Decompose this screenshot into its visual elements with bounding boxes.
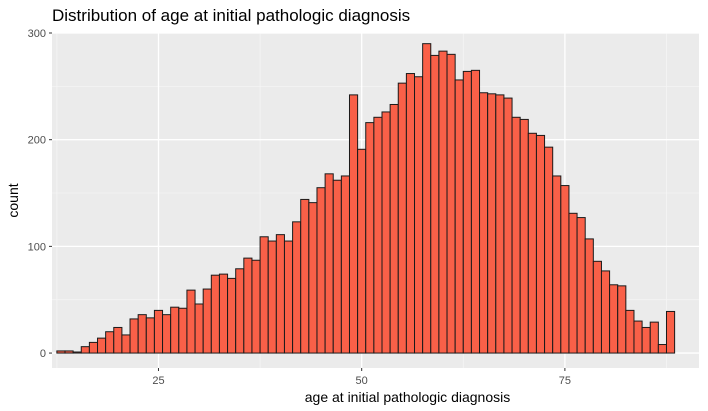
histogram-bar [438,50,448,354]
histogram-bar [527,132,537,354]
histogram-bar [609,284,619,354]
histogram-bar [389,103,399,354]
histogram-bar [446,53,456,354]
histogram-bar [194,303,204,354]
histogram-bar [657,344,667,354]
y-tick-label: 200 [28,135,46,147]
histogram-bar [170,306,180,354]
x-tick-label: 25 [152,375,164,387]
histogram-bar [568,212,578,354]
histogram-bar [64,350,74,354]
histogram-bar [348,94,359,354]
histogram-bar [105,331,115,354]
histogram-bar [153,309,164,354]
y-tick-label: 0 [40,348,46,360]
histogram-bar [186,289,196,354]
histogram-bar [80,346,90,354]
histogram-bar [227,277,237,354]
histogram-bar [479,92,489,354]
histogram-bar [519,118,529,354]
histogram-bar [617,285,627,354]
histogram-bar [292,221,302,354]
histogram-bar [422,43,432,354]
histogram-bar [145,317,155,354]
histogram-bar [259,236,269,354]
axis-ticks: 25 50 75 0 100 200 300 [28,28,571,387]
histogram-bar [633,320,643,354]
histogram-bar [218,273,229,354]
histogram-bar [430,54,440,354]
histogram-bar [88,341,99,354]
histogram-bar [576,217,586,354]
histogram-bar [308,202,318,354]
histogram-bar [316,187,326,354]
histogram-bar [251,259,261,354]
histogram-bar [210,274,220,354]
histogram-bar [641,326,651,354]
histogram-bar [243,257,253,354]
histogram-bar [373,116,383,354]
x-axis-label: age at initial pathologic diagnosis [305,389,510,405]
histogram-bar [235,268,245,354]
histogram-bar [405,73,416,354]
histogram-bar [72,351,82,354]
histogram-bar [552,175,562,354]
histogram-bar [97,337,107,354]
histogram-bar [454,79,464,354]
histogram-bar [137,314,147,354]
histogram-bar [202,288,212,354]
histogram-bar [275,234,285,354]
histogram-bars [56,43,676,354]
histogram-bar [511,116,521,354]
histogram-bar [324,173,334,354]
histogram-bar [178,307,188,354]
histogram-bar [495,94,505,354]
histogram-bar [300,198,310,354]
histogram-bar [535,134,546,354]
histogram-bar [625,309,635,354]
histogram-bar [56,350,66,354]
histogram-bar [503,97,513,354]
histogram-bar [267,240,277,354]
histogram-bar [560,185,570,354]
histogram-bar [283,240,294,354]
histogram-bar [544,146,554,354]
histogram-bar [414,76,424,354]
histogram-bar [649,321,659,354]
histogram-bar [357,148,367,354]
y-axis-label: count [5,183,21,217]
histogram-bar [129,318,139,354]
histogram-bar [340,175,350,354]
histogram-bar [470,69,481,354]
histogram-bar [162,314,172,354]
histogram-bar [121,334,131,354]
chart-title: Distribution of age at initial pathologi… [52,6,411,25]
histogram-bar [487,93,497,354]
histogram-bar [462,70,472,354]
histogram-bar [397,82,407,354]
x-tick-label: 50 [356,375,368,387]
histogram-bar [584,238,594,354]
y-tick-label: 100 [28,241,46,253]
histogram-bar [113,326,123,354]
x-tick-label: 75 [559,375,571,387]
histogram-bar [381,111,391,354]
histogram-bar [665,310,676,354]
histogram-bar [365,122,375,354]
histogram-bar [600,270,611,354]
histogram-bar [332,179,342,354]
histogram-bar [592,260,602,354]
y-tick-label: 300 [28,28,46,40]
